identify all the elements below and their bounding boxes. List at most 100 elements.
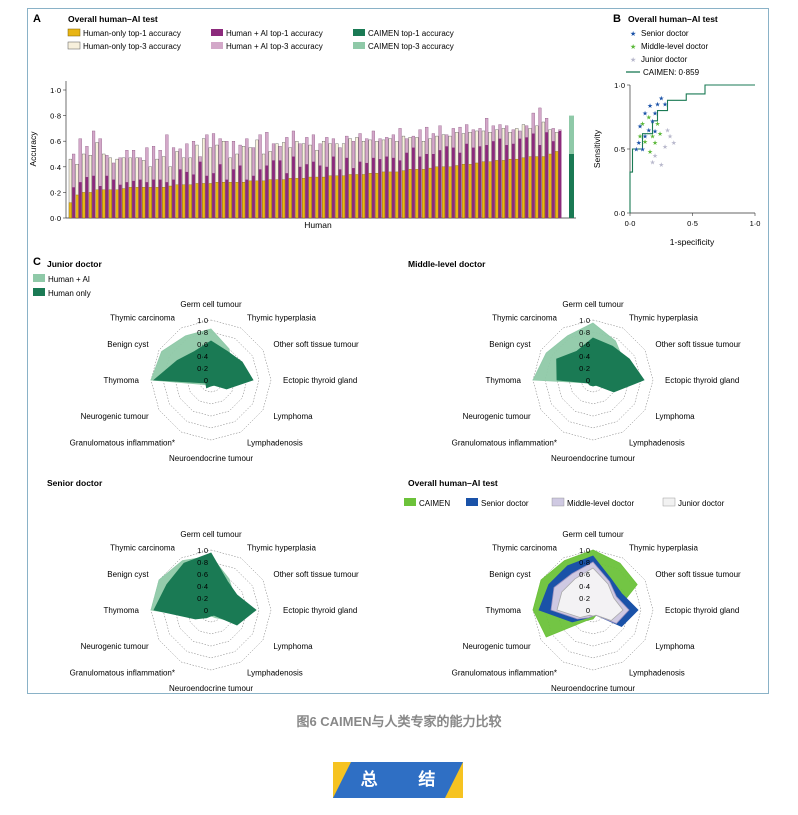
radar-tick-label: 0·4 xyxy=(579,352,590,361)
bar-humanai-top1 xyxy=(152,179,155,218)
radar-tick-label: 0 xyxy=(586,376,590,385)
bar-humanai-top1 xyxy=(558,130,562,218)
legend-label: Human + AI top-3 accuracy xyxy=(226,42,323,51)
roc-point: ★ xyxy=(633,146,639,154)
legend-label: Human + AI top-1 accuracy xyxy=(226,29,323,38)
radar-axis-label: Granulomatous inflammation* xyxy=(70,438,175,447)
radar-axis-label: Other soft tissue tumour xyxy=(655,340,741,349)
figure-caption: 图6 CAIMEN与人类专家的能力比较 xyxy=(296,714,502,729)
bar-humanai-top1 xyxy=(158,179,162,218)
bar-humanai-top1 xyxy=(551,141,555,218)
roc-point: ★ xyxy=(637,133,643,141)
bar-human-top1 xyxy=(68,202,72,219)
radar-tick-label: 1·0 xyxy=(579,316,590,325)
legend-label: Senior doctor xyxy=(641,29,689,38)
bar-humanai-top1 xyxy=(471,147,475,218)
bar-humanai-top1 xyxy=(498,138,502,218)
bar-humanai-top1 xyxy=(511,143,515,218)
roc-point: ★ xyxy=(658,94,664,102)
radar-tick-label: 0·4 xyxy=(197,582,208,591)
roc-point: ★ xyxy=(650,133,656,141)
radar-axis-label: Ectopic thyroid gland xyxy=(665,376,739,385)
bar-human-top1 xyxy=(555,151,559,219)
bar-humanai-top1 xyxy=(525,137,529,218)
panel-b: B Overall human–AI test ★ Senior doctor … xyxy=(592,13,760,247)
radar-axis-label: Granulomatous inflammation* xyxy=(70,668,175,677)
radar-axis-label: Benign cyst xyxy=(107,570,149,579)
bar-human-top1 xyxy=(508,158,512,219)
roc-point: ★ xyxy=(647,148,653,156)
bar-humanai-top1 xyxy=(505,145,509,218)
bar-human-top1 xyxy=(88,192,92,219)
legend-swatch-senior xyxy=(466,498,478,506)
radar-chart: 0 0·2 0·4 0·6 0·8 1·0 Germ cell tumour Thymic h… xyxy=(452,530,741,693)
bar-humanai-top1 xyxy=(485,145,489,218)
radar-axis-label: Germ cell tumour xyxy=(180,300,242,309)
bar-humanai-top1 xyxy=(338,169,342,218)
radar-axis-label: Neuroendocrine tumour xyxy=(551,684,635,693)
radar-axis-label: Germ cell tumour xyxy=(180,530,242,539)
bar-humanai-top1 xyxy=(292,156,295,218)
radar-tick-label: 0·8 xyxy=(579,328,590,337)
radar-tick-label: 0·4 xyxy=(197,352,208,361)
roc-point: ★ xyxy=(671,139,677,147)
legend-label: Human-only top-3 accuracy xyxy=(83,42,181,51)
legend-swatch-human-ai xyxy=(33,274,45,282)
bar-humanai-top1 xyxy=(312,161,315,218)
bar-humanai-top1 xyxy=(391,157,395,218)
bar-human-top1 xyxy=(548,153,552,219)
legend-label: CAIMEN top-3 accuracy xyxy=(368,42,454,51)
radar-tick-label: 0·6 xyxy=(579,570,590,579)
legend-label: Middle-level doctor xyxy=(567,499,634,508)
radar-axis-label: Thymic hyperplasia xyxy=(629,544,698,553)
bar-human-top1 xyxy=(195,183,199,219)
radar-axis-label: Thymic carcinoma xyxy=(110,544,175,553)
radar-axis-label: Lymphoma xyxy=(273,642,313,651)
banner-title: 总 结 xyxy=(360,770,454,789)
bar-humanai-top1 xyxy=(445,146,449,218)
roc-point: ★ xyxy=(652,110,658,118)
radar-axis-label: Germ cell tumour xyxy=(562,300,624,309)
x-axis-label: 1-specificity xyxy=(670,237,715,247)
radar-axis-label: Thymic hyperplasia xyxy=(247,314,316,323)
bar-humanai-top1 xyxy=(411,147,415,218)
bar-human-top1 xyxy=(135,187,139,219)
bar-human-top1 xyxy=(302,178,306,219)
star-icon: ★ xyxy=(630,56,636,64)
radar-chart: 0 0·2 0·4 0·6 0·8 1·0 Germ cell tumour Thymic h… xyxy=(452,300,741,463)
bar-human-top1 xyxy=(455,165,459,219)
y-tick-label: 1·0 xyxy=(614,81,625,90)
roc-point: ★ xyxy=(662,143,668,151)
bar-human-top1 xyxy=(415,169,419,219)
banner-right-accent xyxy=(445,762,463,798)
radar-tick-label: 0·2 xyxy=(579,594,590,603)
legend-label: CAIMEN xyxy=(419,499,450,508)
bar-humanai-top1 xyxy=(545,132,549,218)
radar-axis-label: Thymoma xyxy=(485,376,521,385)
bar-human-top1 xyxy=(275,179,279,219)
legend-swatch-caimen-top1 xyxy=(353,29,365,36)
roc-point: ★ xyxy=(642,138,648,146)
radar-title: Senior doctor xyxy=(47,478,103,488)
bar-humanai-top1 xyxy=(425,154,429,218)
radar-series-polygon xyxy=(152,340,254,390)
legend-label: CAIMEN top-1 accuracy xyxy=(368,29,454,38)
bar-human-top1 xyxy=(341,175,346,219)
x-tick-label: 0·5 xyxy=(687,219,698,228)
roc-point: ★ xyxy=(667,133,673,141)
bar-humanai-top1 xyxy=(371,157,375,218)
bar-humanai-top1 xyxy=(138,179,142,218)
bar-humanai-top1 xyxy=(132,180,135,218)
bar-human-top1 xyxy=(95,189,99,219)
radar-tick-label: 0 xyxy=(204,376,208,385)
bar-humanai-top1 xyxy=(265,165,269,218)
y-tick-label: 0·0 xyxy=(50,214,61,223)
bar-humanai-top1 xyxy=(272,160,275,218)
roc-point: ★ xyxy=(640,146,646,154)
roc-point: ★ xyxy=(636,139,642,147)
bar-human-top1 xyxy=(515,158,519,219)
bar-human-top1 xyxy=(315,176,319,219)
radar-axis-label: Other soft tissue tumour xyxy=(273,340,359,349)
radar-axis-label: Neuroendocrine tumour xyxy=(551,454,635,463)
bar-human-top1 xyxy=(168,185,172,219)
